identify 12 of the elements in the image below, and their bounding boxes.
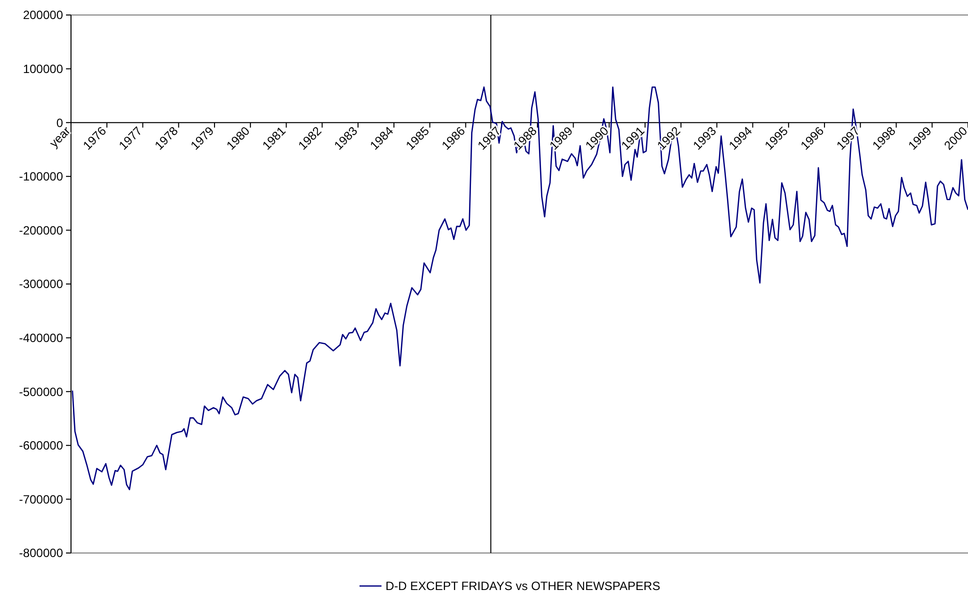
- y-tick-label: 100000: [22, 62, 64, 76]
- legend-label: D-D EXCEPT FRIDAYS vs OTHER NEWSPAPERS: [386, 579, 660, 593]
- y-tick-label: -100000: [18, 170, 64, 184]
- y-tick-label: -200000: [18, 223, 64, 238]
- y-tick-label: 0: [56, 116, 64, 130]
- y-tick-label: -700000: [18, 492, 64, 506]
- y-tick-label: -300000: [18, 277, 64, 292]
- y-tick-label: 200000: [22, 8, 64, 22]
- y-tick-label: -500000: [18, 384, 64, 399]
- y-tick-label: -600000: [18, 438, 64, 453]
- y-tick-label: -400000: [18, 331, 64, 345]
- y-tick-label: -800000: [18, 546, 64, 560]
